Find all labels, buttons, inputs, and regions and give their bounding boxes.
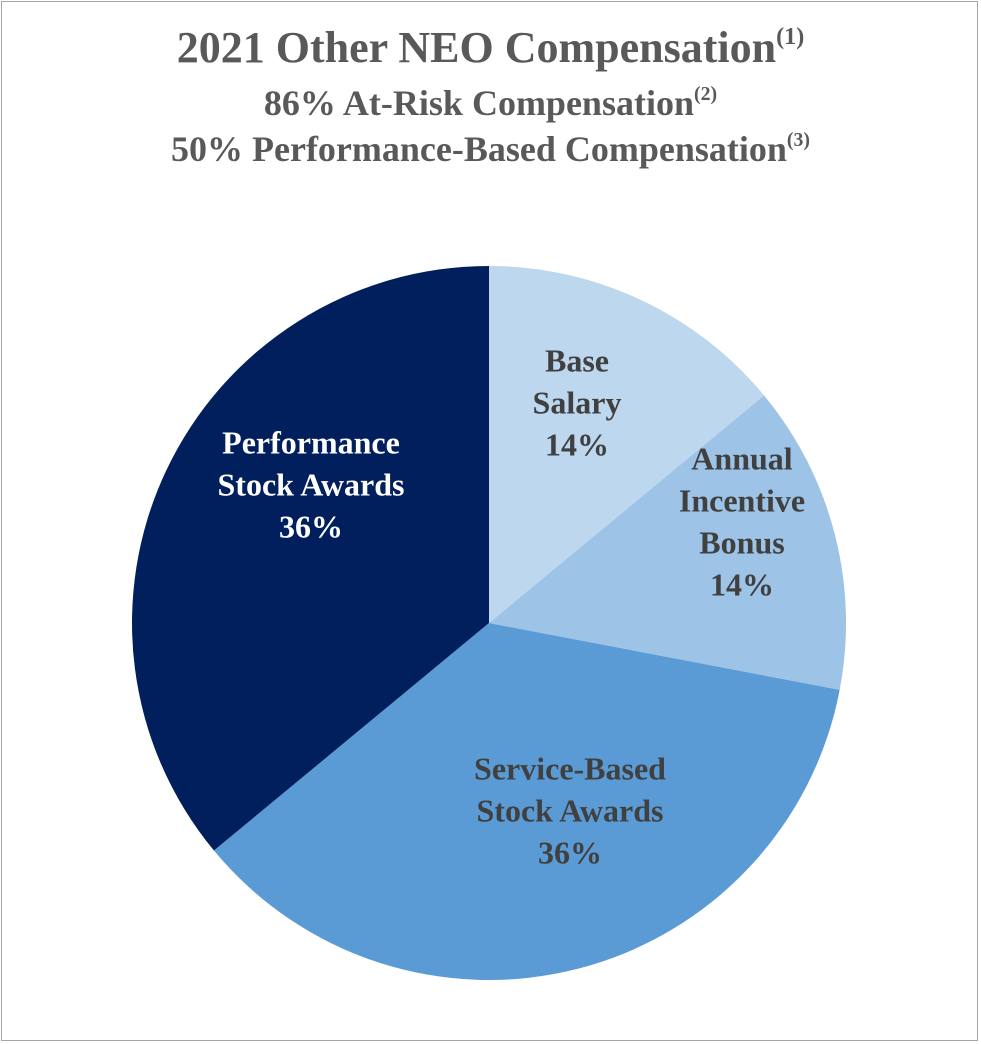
slice-label-line: 36% — [538, 834, 602, 870]
chart-subtitle-performance-based: 50% Performance-Based Compensation(3) — [171, 129, 810, 169]
pie-slice-base-salary — [489, 266, 765, 623]
slice-label-line: Incentive — [679, 482, 805, 518]
slice-label-line: 36% — [279, 508, 343, 544]
slice-label-line: Stock Awards — [477, 792, 664, 828]
pie-slice-performance-stock-awards — [132, 266, 490, 851]
pie-slice-service-based-stock-awards — [213, 623, 840, 981]
slice-label-line: Service-Based — [474, 750, 666, 786]
subtitle-performance-footnote: (3) — [786, 129, 810, 152]
slice-label-line: Stock Awards — [218, 466, 405, 502]
slice-label-line: Performance — [222, 424, 400, 460]
slice-label-line: 14% — [545, 426, 609, 462]
slice-label-base-salary: Base Salary 14% — [533, 342, 622, 462]
slice-label-service-based-stock-awards: Service-Based Stock Awards 36% — [474, 750, 666, 870]
chart-title: 2021 Other NEO Compensation(1) — [176, 22, 805, 72]
slice-label-line: Bonus — [699, 524, 784, 560]
subtitle-at-risk-footnote: (2) — [693, 83, 718, 106]
pie-slice-annual-incentive-bonus — [489, 395, 847, 690]
slice-label-line: Base — [545, 342, 609, 378]
slice-label-performance-stock-awards: Performance Stock Awards 36% — [218, 424, 405, 544]
slice-label-line: Salary — [533, 384, 622, 420]
slice-label-line: 14% — [710, 566, 774, 602]
chart-title-footnote: (1) — [776, 22, 805, 50]
chart-subtitle-at-risk: 86% At-Risk Compensation(2) — [263, 83, 718, 123]
slice-label-annual-incentive-bonus: Annual Incentive Bonus 14% — [679, 440, 805, 602]
slice-label-line: Annual — [691, 440, 793, 476]
